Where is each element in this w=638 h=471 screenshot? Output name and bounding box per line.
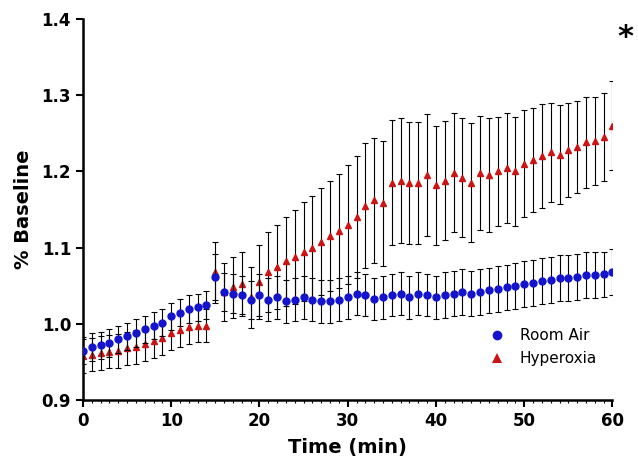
X-axis label: Time (min): Time (min) xyxy=(288,439,407,457)
Y-axis label: % Baseline: % Baseline xyxy=(14,150,33,269)
Legend: Room Air, Hyperoxia: Room Air, Hyperoxia xyxy=(474,321,605,374)
Text: *: * xyxy=(618,24,634,52)
